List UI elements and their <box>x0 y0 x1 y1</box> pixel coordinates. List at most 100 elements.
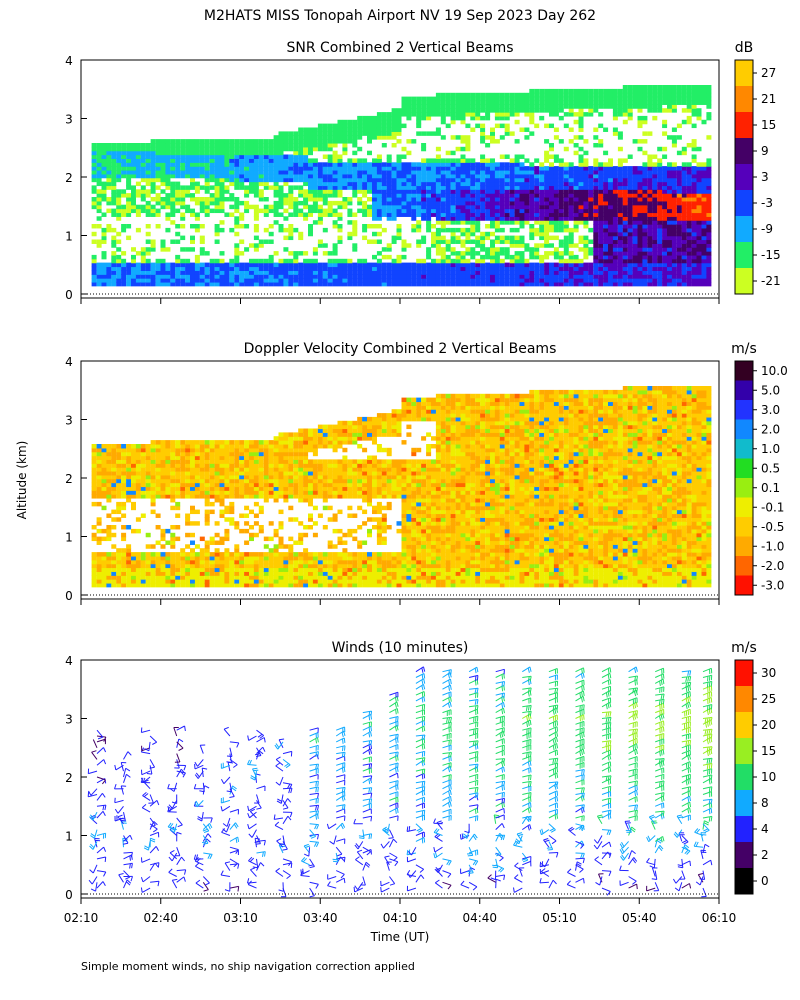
snr-cell <box>632 278 638 283</box>
snr-cell <box>416 258 422 264</box>
snr-cell <box>504 278 510 283</box>
snr-cell <box>691 85 697 90</box>
snr-cell <box>465 181 471 187</box>
snr-cell <box>401 278 407 283</box>
doppler-cell <box>91 490 97 495</box>
snr-cell <box>431 181 436 187</box>
snr-cell <box>96 143 102 148</box>
doppler-cell <box>101 447 107 453</box>
snr-cell <box>652 177 658 183</box>
snr-cell <box>180 189 186 194</box>
colorbar-swatch <box>735 138 753 165</box>
snr-cell <box>524 173 530 179</box>
snr-cell <box>253 258 259 264</box>
snr-cell <box>524 258 530 264</box>
snr-cell <box>160 146 166 152</box>
doppler-cell <box>180 555 186 561</box>
snr-cell <box>145 262 151 268</box>
snr-cell <box>612 227 618 233</box>
snr-cell <box>381 274 387 279</box>
doppler-cell <box>111 478 117 484</box>
snr-cell <box>627 185 633 190</box>
snr-cell <box>598 200 604 206</box>
snr-cell <box>681 254 687 260</box>
snr-cell <box>381 270 387 275</box>
snr-cell <box>445 254 451 260</box>
snr-cell <box>224 197 230 202</box>
snr-cell <box>431 278 436 283</box>
snr-cell <box>455 251 461 256</box>
snr-cell <box>160 189 166 194</box>
snr-cell <box>514 158 520 163</box>
snr-cell <box>647 227 653 233</box>
snr-cell <box>622 166 628 171</box>
snr-cell <box>598 243 604 248</box>
snr-cell <box>563 247 569 252</box>
snr-cell <box>499 274 505 279</box>
snr-cell <box>598 104 604 109</box>
doppler-cell <box>126 571 132 576</box>
snr-cell <box>583 220 589 225</box>
snr-cell <box>337 189 343 194</box>
snr-cell <box>431 158 436 163</box>
doppler-cell <box>126 447 132 453</box>
snr-cell <box>185 150 191 156</box>
snr-cell <box>686 193 692 198</box>
snr-cell <box>642 258 648 264</box>
doppler-cell <box>180 478 186 484</box>
snr-cell <box>558 251 564 256</box>
snr-cell <box>435 274 441 279</box>
snr-cell <box>671 231 677 237</box>
snr-cell <box>671 143 677 148</box>
snr-cell <box>396 119 402 125</box>
snr-cell <box>199 139 205 144</box>
doppler-cell <box>214 478 220 484</box>
doppler-cell <box>145 567 151 572</box>
snr-cell <box>450 181 456 187</box>
snr-cell <box>608 185 613 190</box>
snr-cell <box>224 177 230 183</box>
doppler-cell <box>204 501 210 507</box>
doppler-cell <box>170 532 176 538</box>
snr-cell <box>180 197 186 202</box>
snr-cell <box>608 258 613 264</box>
snr-cell <box>249 181 254 187</box>
snr-cell <box>627 208 633 214</box>
snr-cell <box>199 224 205 229</box>
snr-cell <box>667 262 672 268</box>
snr-cell <box>372 135 377 140</box>
snr-cell <box>514 227 520 233</box>
snr-cell <box>529 281 535 287</box>
doppler-cell <box>209 455 215 460</box>
snr-cell <box>622 266 628 271</box>
snr-cell <box>435 247 441 252</box>
snr-cell <box>411 173 417 179</box>
snr-cell <box>608 262 613 268</box>
snr-cell <box>381 281 387 287</box>
snr-cell <box>268 239 274 244</box>
doppler-cell <box>121 513 127 518</box>
snr-cell <box>578 88 584 94</box>
snr-cell <box>219 177 225 183</box>
snr-cell <box>180 193 186 198</box>
snr-cell <box>253 173 259 179</box>
snr-cell <box>317 243 323 248</box>
snr-cell <box>150 278 156 283</box>
snr-cell <box>667 96 672 102</box>
snr-cell <box>681 200 687 206</box>
snr-cell <box>686 181 692 187</box>
snr-cell <box>111 251 117 256</box>
doppler-cell <box>214 571 220 576</box>
snr-cell <box>696 170 702 175</box>
snr-cell <box>298 235 304 241</box>
snr-cell <box>224 139 230 144</box>
snr-cell <box>362 189 368 194</box>
snr-cell <box>214 177 220 183</box>
snr-cell <box>209 143 215 148</box>
snr-cell <box>190 177 195 183</box>
doppler-cell <box>204 563 210 569</box>
snr-cell <box>391 189 397 194</box>
snr-cell <box>549 181 554 187</box>
snr-cell <box>391 278 397 283</box>
snr-cell <box>681 108 687 113</box>
